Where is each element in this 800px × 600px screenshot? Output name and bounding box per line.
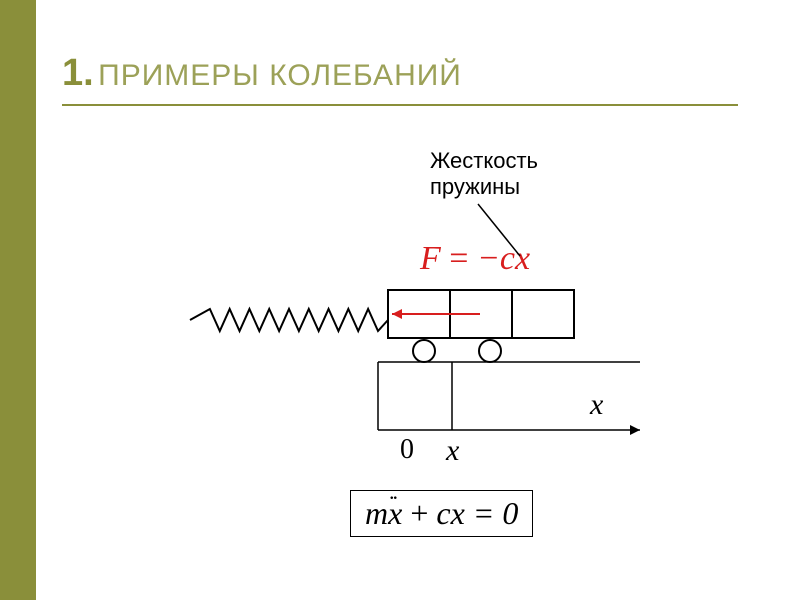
eq-mx: mx bbox=[365, 495, 402, 531]
eq-ddot: .. bbox=[389, 479, 396, 505]
x-axis-label: x bbox=[590, 388, 603, 422]
annotation-pointer bbox=[478, 204, 520, 256]
spring bbox=[190, 309, 388, 331]
x-axis-arrowhead bbox=[630, 425, 640, 435]
origin-label: 0 bbox=[400, 434, 414, 466]
eq-plus: + bbox=[410, 495, 436, 531]
eq-rest: cx = 0 bbox=[436, 495, 518, 531]
cart-wheel-1 bbox=[413, 340, 435, 362]
x-tick-label: x bbox=[446, 434, 459, 468]
motion-equation: mx .. + cx = 0 bbox=[350, 490, 533, 537]
cart-wheel-2 bbox=[479, 340, 501, 362]
